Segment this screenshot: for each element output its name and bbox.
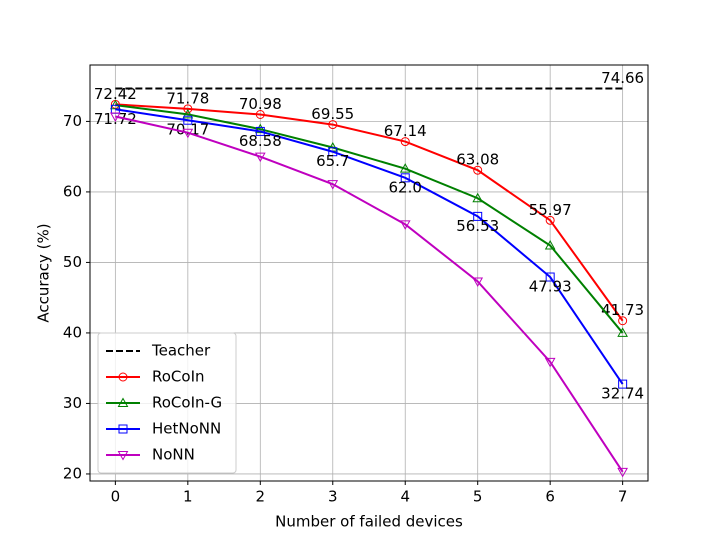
data-label: 71.72	[94, 110, 137, 128]
data-point	[255, 126, 265, 136]
data-label: 71.78	[166, 89, 209, 107]
data-label: 47.93	[529, 278, 572, 296]
series-line	[115, 104, 624, 334]
y-tick-label: 50	[63, 253, 82, 271]
x-tick-label: 2	[256, 488, 266, 506]
data-point	[617, 327, 628, 337]
legend-label: RoCoIn	[152, 368, 205, 386]
x-axis-label: Number of failed devices	[275, 513, 463, 531]
y-tick-label: 60	[63, 182, 82, 200]
data-point	[545, 272, 555, 282]
data-point	[254, 152, 266, 163]
data-point	[327, 180, 339, 190]
data-label: 56.53	[456, 217, 499, 235]
legend-label: NoNN	[152, 446, 195, 464]
data-point	[400, 173, 410, 183]
x-tick-label: 3	[328, 488, 338, 506]
series-line	[115, 115, 624, 473]
data-point	[472, 192, 484, 203]
data-point	[617, 467, 628, 478]
data-label: 70.17	[166, 121, 209, 139]
series-line	[115, 103, 624, 322]
data-point	[399, 163, 411, 173]
data-point	[328, 120, 338, 130]
x-tick-label: 5	[473, 488, 483, 506]
x-tick-label: 4	[400, 488, 410, 506]
x-tick-label: 1	[183, 488, 193, 506]
data-label: 69.55	[311, 105, 354, 123]
data-point	[545, 215, 555, 225]
plot-frame	[89, 64, 649, 482]
data-point	[110, 112, 121, 122]
marker	[118, 372, 128, 382]
y-tick-label: 30	[63, 394, 82, 412]
data-point	[183, 104, 193, 114]
data-point	[473, 211, 483, 221]
y-tick-label: 20	[63, 464, 82, 482]
legend-box	[97, 332, 237, 474]
data-point	[182, 108, 194, 119]
data-label: 74.66	[601, 69, 644, 87]
data-label: 41.73	[601, 301, 644, 319]
legend-label: HetNoNN	[152, 420, 221, 438]
data-point	[618, 316, 628, 326]
data-point	[618, 379, 628, 389]
data-label: 67.14	[384, 122, 427, 140]
legend-label: RoCoIn-G	[152, 394, 222, 412]
marker	[117, 397, 129, 407]
data-point	[544, 239, 556, 250]
x-tick-label: 0	[111, 488, 121, 506]
data-point	[400, 137, 410, 147]
data-point	[472, 277, 484, 287]
marker	[117, 451, 129, 461]
data-label: 63.08	[456, 151, 499, 169]
data-point	[544, 357, 556, 368]
data-point	[183, 115, 193, 125]
data-point	[328, 147, 338, 157]
y-axis-label: Accuracy (%)	[35, 223, 53, 322]
y-tick-label: 70	[63, 112, 82, 130]
data-label: 65.7	[316, 152, 349, 170]
y-tick-label: 40	[63, 323, 82, 341]
legend: Teacher RoCoIn RoCoIn-G HetNoNN NoNN	[97, 332, 237, 474]
data-label: 68.58	[239, 132, 282, 150]
data-point	[473, 165, 483, 175]
series-line	[115, 108, 624, 385]
data-label: 55.97	[529, 201, 572, 219]
data-label: 62.0	[389, 178, 422, 196]
data-point	[110, 99, 121, 110]
data-point	[399, 220, 411, 230]
x-tick-label: 6	[545, 488, 555, 506]
data-point	[182, 128, 194, 139]
data-label: 32.74	[601, 385, 644, 403]
marker	[118, 424, 128, 434]
data-point	[255, 109, 265, 119]
data-label: 70.98	[239, 95, 282, 113]
data-point	[254, 123, 266, 134]
x-tick-label: 7	[618, 488, 628, 506]
legend-label: Teacher	[151, 342, 211, 360]
data-label: 72.42	[94, 85, 137, 103]
